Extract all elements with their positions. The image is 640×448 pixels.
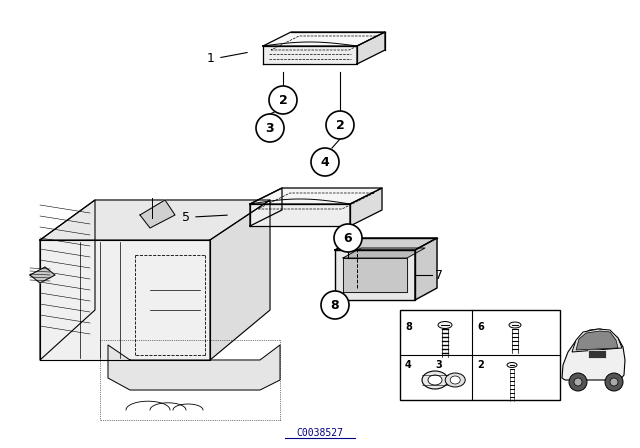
Polygon shape <box>572 329 622 352</box>
Polygon shape <box>335 238 437 250</box>
Circle shape <box>321 291 349 319</box>
Ellipse shape <box>428 375 442 385</box>
Polygon shape <box>415 238 437 300</box>
Circle shape <box>256 114 284 142</box>
Circle shape <box>574 378 582 386</box>
Ellipse shape <box>422 371 448 389</box>
Polygon shape <box>40 240 210 360</box>
Text: 6: 6 <box>344 232 352 245</box>
Text: 3: 3 <box>435 360 442 370</box>
Circle shape <box>311 148 339 176</box>
Text: 4: 4 <box>405 360 412 370</box>
Circle shape <box>326 111 354 139</box>
Text: 4: 4 <box>321 155 330 168</box>
Polygon shape <box>140 200 175 228</box>
Text: 1: 1 <box>207 52 215 65</box>
Text: 8: 8 <box>331 298 339 311</box>
Text: 6: 6 <box>477 322 484 332</box>
Polygon shape <box>263 46 357 64</box>
Circle shape <box>334 224 362 252</box>
Text: 2: 2 <box>335 119 344 132</box>
Ellipse shape <box>445 373 465 387</box>
Text: 5: 5 <box>182 211 190 224</box>
Text: 2: 2 <box>477 360 484 370</box>
Circle shape <box>610 378 618 386</box>
Text: 3: 3 <box>266 121 275 134</box>
Text: C0038527: C0038527 <box>296 428 344 438</box>
Polygon shape <box>30 267 55 283</box>
Polygon shape <box>108 345 280 390</box>
Ellipse shape <box>507 362 517 367</box>
Polygon shape <box>40 200 270 240</box>
Polygon shape <box>250 204 350 226</box>
Ellipse shape <box>509 322 521 328</box>
Ellipse shape <box>450 376 460 384</box>
Polygon shape <box>263 32 385 46</box>
Polygon shape <box>335 250 415 300</box>
Circle shape <box>569 373 587 391</box>
Polygon shape <box>210 200 270 360</box>
Text: 7: 7 <box>435 268 443 281</box>
Bar <box>400 310 560 400</box>
Ellipse shape <box>438 322 452 328</box>
Circle shape <box>269 86 297 114</box>
Polygon shape <box>250 188 282 226</box>
Bar <box>588 350 606 358</box>
Polygon shape <box>357 32 385 64</box>
Polygon shape <box>343 258 407 292</box>
Polygon shape <box>40 200 95 360</box>
Text: 8: 8 <box>405 322 412 332</box>
Polygon shape <box>350 188 382 226</box>
Polygon shape <box>343 248 425 258</box>
Polygon shape <box>576 331 618 350</box>
Polygon shape <box>250 188 382 204</box>
Polygon shape <box>562 329 625 380</box>
Text: 2: 2 <box>278 94 287 107</box>
Circle shape <box>605 373 623 391</box>
